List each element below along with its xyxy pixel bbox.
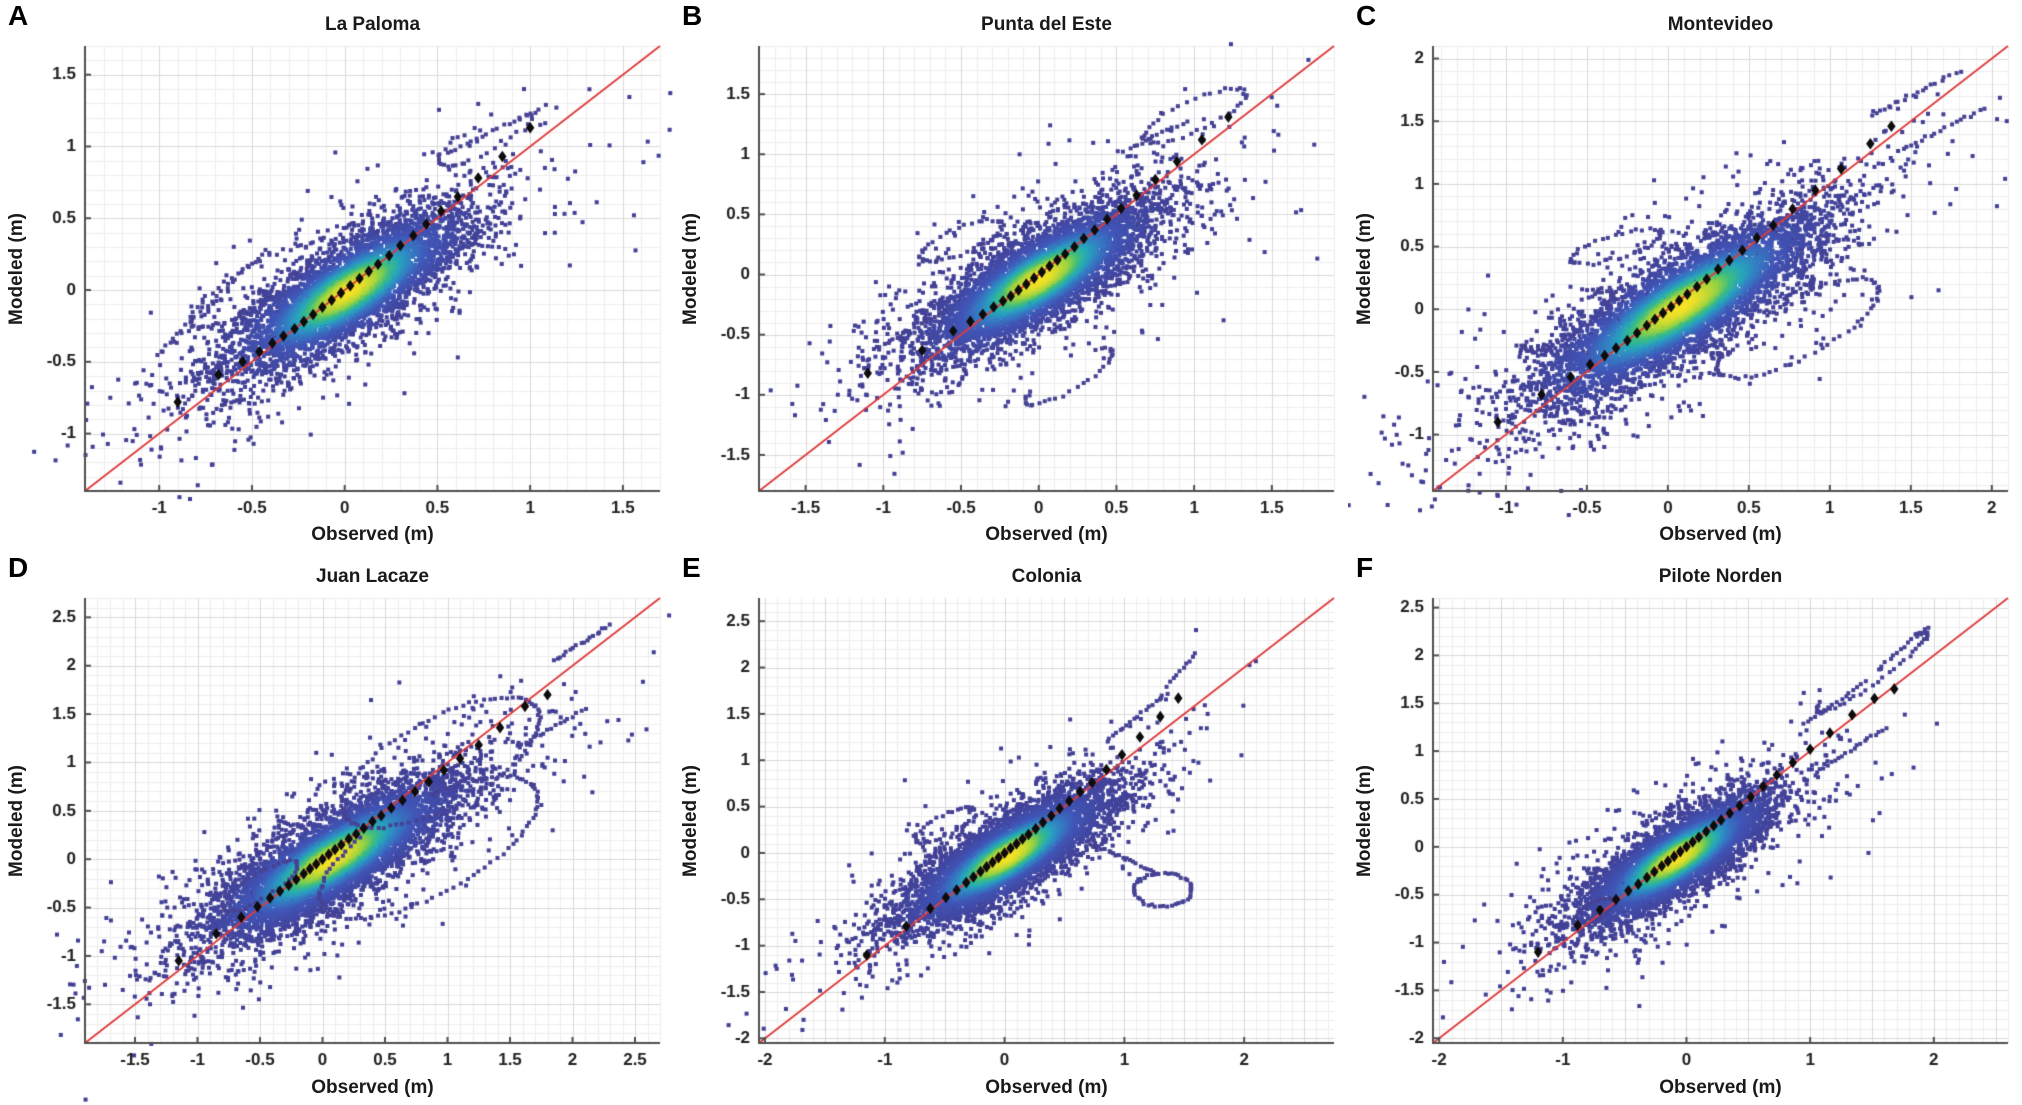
density-scatter-plot xyxy=(674,0,1348,552)
y-axis-label: Modeled (m) xyxy=(6,765,28,877)
panel-letter: E xyxy=(682,552,701,583)
x-axis-label: Observed (m) xyxy=(985,1077,1108,1098)
y-axis-label: Modeled (m) xyxy=(680,765,702,877)
density-scatter-plot xyxy=(1348,552,2022,1105)
panel-title: La Paloma xyxy=(324,14,421,35)
panel-pilote-norden: F Pilote Norden Modeled (m) Observed (m) xyxy=(1348,552,2022,1105)
panel-letter: D xyxy=(8,552,29,583)
panel-title: Montevideo xyxy=(1667,14,1774,35)
y-axis-label: Modeled (m) xyxy=(680,213,702,325)
panel-title: Pilote Norden xyxy=(1658,566,1783,587)
density-scatter-plot xyxy=(674,552,1348,1105)
x-axis-label: Observed (m) xyxy=(985,524,1108,545)
x-axis-label: Observed (m) xyxy=(1659,524,1782,545)
panel-title: Punta del Este xyxy=(981,14,1112,35)
x-axis-label: Observed (m) xyxy=(311,524,434,545)
panel-title: Juan Lacaze xyxy=(316,566,429,587)
density-scatter-plot xyxy=(0,552,674,1105)
panel-letter: C xyxy=(1356,0,1377,31)
panel-letter: A xyxy=(8,0,29,31)
x-axis-label: Observed (m) xyxy=(311,1077,434,1098)
panel-title: Colonia xyxy=(1011,566,1082,587)
panel-letter: F xyxy=(1356,552,1374,583)
panel-colonia: E Colonia Modeled (m) Observed (m) xyxy=(674,552,1348,1105)
y-axis-label: Modeled (m) xyxy=(1354,213,1376,325)
density-scatter-plot xyxy=(1348,0,2022,552)
panel-juan-lacaze: D Juan Lacaze Modeled (m) Observed (m) xyxy=(0,552,674,1105)
x-axis-label: Observed (m) xyxy=(1659,1077,1782,1098)
panel-punta-del-este: B Punta del Este Modeled (m) Observed (m… xyxy=(674,0,1348,552)
panel-montevideo: C Montevideo Modeled (m) Observed (m) xyxy=(1348,0,2022,552)
panel-letter: B xyxy=(682,0,703,31)
density-scatter-plot xyxy=(0,0,674,552)
y-axis-label: Modeled (m) xyxy=(6,213,28,325)
panel-la-paloma: A La Paloma Modeled (m) Observed (m) xyxy=(0,0,674,552)
y-axis-label: Modeled (m) xyxy=(1354,765,1376,877)
